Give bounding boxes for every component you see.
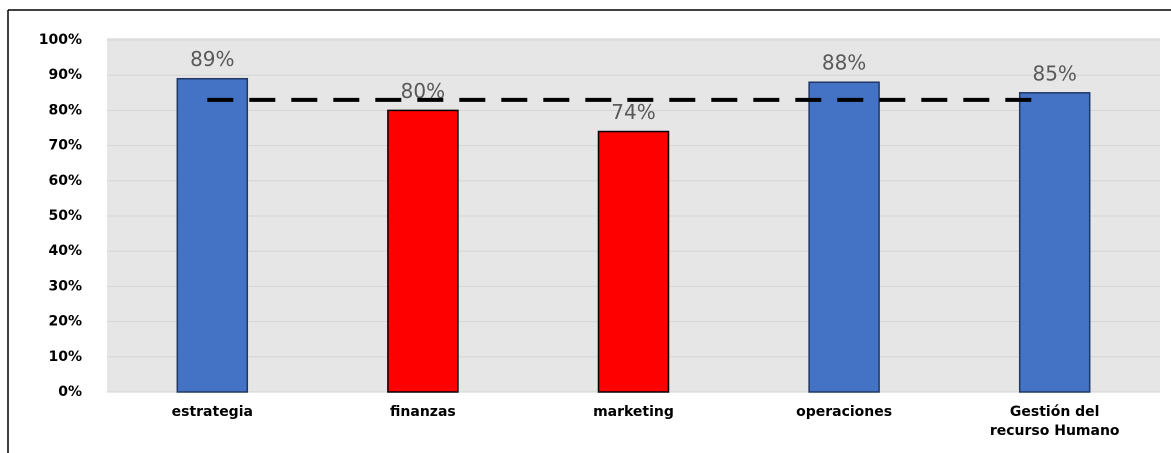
y-tick-label: 50%: [48, 208, 82, 224]
x-tick-label: finanzas: [390, 404, 456, 420]
bar: [597, 130, 670, 393]
y-tick-label: 80%: [48, 102, 82, 118]
y-tick-label: 30%: [48, 278, 82, 294]
y-tick-label: 10%: [48, 349, 82, 365]
y-tick-label: 100%: [39, 32, 82, 48]
value-label: 85%: [1032, 61, 1076, 85]
bar: [808, 81, 880, 393]
bar: [176, 77, 249, 393]
value-label: 88%: [822, 51, 866, 75]
x-tick-label: Gestión del: [1010, 404, 1100, 420]
value-label: 89%: [190, 47, 234, 71]
y-tick-label: 60%: [48, 173, 82, 189]
bar: [387, 109, 459, 393]
value-label: 74%: [611, 100, 655, 124]
y-tick-label: 40%: [48, 243, 82, 259]
y-tick-label: 20%: [48, 314, 82, 330]
x-tick-label: marketing: [593, 404, 674, 420]
x-tick-label: recurso Humano: [990, 423, 1120, 439]
x-tick-label: operaciones: [796, 404, 892, 420]
bar: [1018, 92, 1091, 393]
y-tick-label: 90%: [48, 67, 82, 83]
x-tick-label: estrategia: [172, 404, 253, 420]
y-tick-label: 70%: [48, 138, 82, 154]
y-tick-label: 0%: [58, 384, 82, 400]
